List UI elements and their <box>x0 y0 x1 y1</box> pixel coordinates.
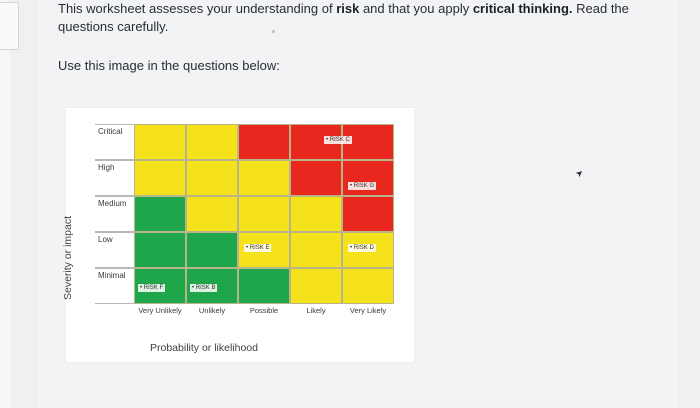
risk-marker: • RISK F <box>138 284 166 292</box>
column-label: Unlikely <box>198 306 226 315</box>
matrix-cell <box>290 268 342 304</box>
matrix-cell <box>342 160 394 196</box>
x-axis-label: Probability or likelihood <box>150 342 258 354</box>
matrix-cell <box>134 196 186 232</box>
matrix-cell <box>238 160 290 196</box>
matrix-cell <box>186 196 238 232</box>
left-margin <box>0 0 10 408</box>
matrix-cell <box>290 232 342 268</box>
matrix-cell <box>134 232 186 268</box>
matrix-cell <box>342 196 394 232</box>
matrix-cell <box>238 124 290 160</box>
intro-text-2: and that you apply <box>359 1 473 16</box>
matrix-cell <box>186 232 238 268</box>
side-tab[interactable] <box>0 2 19 50</box>
matrix-cell <box>238 268 290 304</box>
matrix-cell <box>134 160 186 196</box>
matrix-cell <box>134 124 186 160</box>
column-label: Very Unlikely <box>138 306 182 315</box>
matrix-cell <box>290 160 342 196</box>
matrix-cell <box>238 196 290 232</box>
row-label: Low <box>95 232 135 268</box>
y-axis-label: Severity or impact <box>62 215 74 300</box>
matrix-cell <box>186 124 238 160</box>
use-image-instruction: Use this image in the questions below: <box>58 58 280 73</box>
intro-paragraph: This worksheet assesses your understandi… <box>58 0 678 36</box>
risk-marker: • RISK E <box>244 244 272 252</box>
cursor-dot <box>272 30 275 33</box>
matrix-cell <box>342 268 394 304</box>
risk-marker: • RISK C <box>324 136 352 144</box>
risk-marker: • RISK G <box>348 182 377 190</box>
matrix-cell <box>186 160 238 196</box>
intro-text-3: Read the questions carefully. <box>58 1 629 34</box>
column-label: Likely <box>306 306 326 315</box>
risk-marker: • RISK B <box>190 284 218 292</box>
intro-critical-bold: critical thinking. <box>472 1 573 16</box>
row-label: Minimal <box>95 268 135 304</box>
row-label: Medium <box>95 196 135 232</box>
intro-risk-bold: risk <box>336 1 360 16</box>
row-label: High <box>95 160 135 196</box>
risk-marker: • RISK D <box>348 244 376 252</box>
column-label: Very Likely <box>349 306 387 315</box>
matrix-cell <box>290 196 342 232</box>
column-label: Possible <box>249 306 279 315</box>
intro-text-1: This worksheet assesses your understandi… <box>58 1 337 16</box>
row-label: Critical <box>95 124 135 160</box>
